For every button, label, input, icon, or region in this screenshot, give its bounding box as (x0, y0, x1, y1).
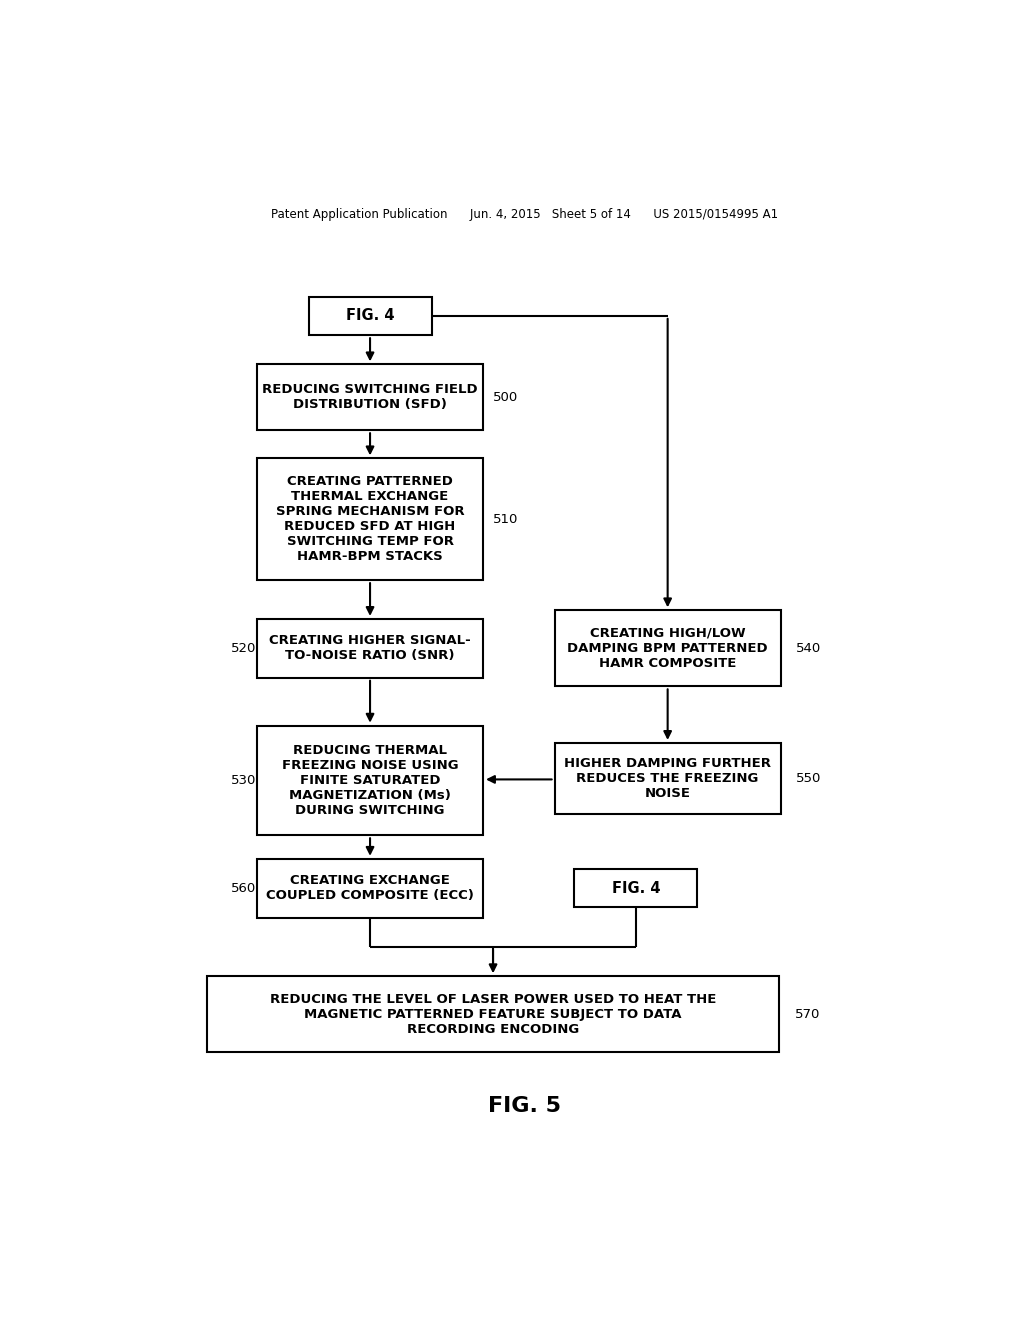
Text: REDUCING THERMAL
FREEZING NOISE USING
FINITE SATURATED
MAGNETIZATION (Ms)
DURING: REDUCING THERMAL FREEZING NOISE USING FI… (282, 744, 459, 817)
FancyBboxPatch shape (574, 869, 697, 907)
Text: Patent Application Publication      Jun. 4, 2015   Sheet 5 of 14      US 2015/01: Patent Application Publication Jun. 4, 2… (271, 207, 778, 220)
FancyBboxPatch shape (555, 743, 780, 814)
FancyBboxPatch shape (257, 364, 483, 430)
Text: FIG. 4: FIG. 4 (346, 309, 394, 323)
Text: 540: 540 (797, 642, 821, 655)
Text: 510: 510 (494, 512, 518, 525)
Text: CREATING EXCHANGE
COUPLED COMPOSITE (ECC): CREATING EXCHANGE COUPLED COMPOSITE (ECC… (266, 874, 474, 902)
FancyBboxPatch shape (257, 458, 483, 581)
Text: CREATING PATTERNED
THERMAL EXCHANGE
SPRING MECHANISM FOR
REDUCED SFD AT HIGH
SWI: CREATING PATTERNED THERMAL EXCHANGE SPRI… (275, 475, 464, 564)
Text: CREATING HIGHER SIGNAL-
TO-NOISE RATIO (SNR): CREATING HIGHER SIGNAL- TO-NOISE RATIO (… (269, 635, 471, 663)
Text: 560: 560 (231, 882, 256, 895)
Text: CREATING HIGH/LOW
DAMPING BPM PATTERNED
HAMR COMPOSITE: CREATING HIGH/LOW DAMPING BPM PATTERNED … (567, 627, 768, 669)
Text: 520: 520 (231, 642, 257, 655)
Text: REDUCING THE LEVEL OF LASER POWER USED TO HEAT THE
MAGNETIC PATTERNED FEATURE SU: REDUCING THE LEVEL OF LASER POWER USED T… (270, 993, 716, 1036)
Text: 570: 570 (795, 1007, 820, 1020)
FancyBboxPatch shape (257, 859, 483, 917)
Text: HIGHER DAMPING FURTHER
REDUCES THE FREEZING
NOISE: HIGHER DAMPING FURTHER REDUCES THE FREEZ… (564, 756, 771, 800)
FancyBboxPatch shape (257, 619, 483, 677)
Text: REDUCING SWITCHING FIELD
DISTRIBUTION (SFD): REDUCING SWITCHING FIELD DISTRIBUTION (S… (262, 383, 478, 412)
FancyBboxPatch shape (555, 610, 780, 686)
Text: 550: 550 (797, 772, 821, 785)
FancyBboxPatch shape (257, 726, 483, 836)
Text: FIG. 5: FIG. 5 (488, 1096, 561, 1115)
Text: 530: 530 (231, 774, 257, 787)
Text: FIG. 4: FIG. 4 (611, 880, 660, 896)
Text: 500: 500 (494, 391, 518, 404)
FancyBboxPatch shape (308, 297, 431, 335)
FancyBboxPatch shape (207, 975, 779, 1052)
